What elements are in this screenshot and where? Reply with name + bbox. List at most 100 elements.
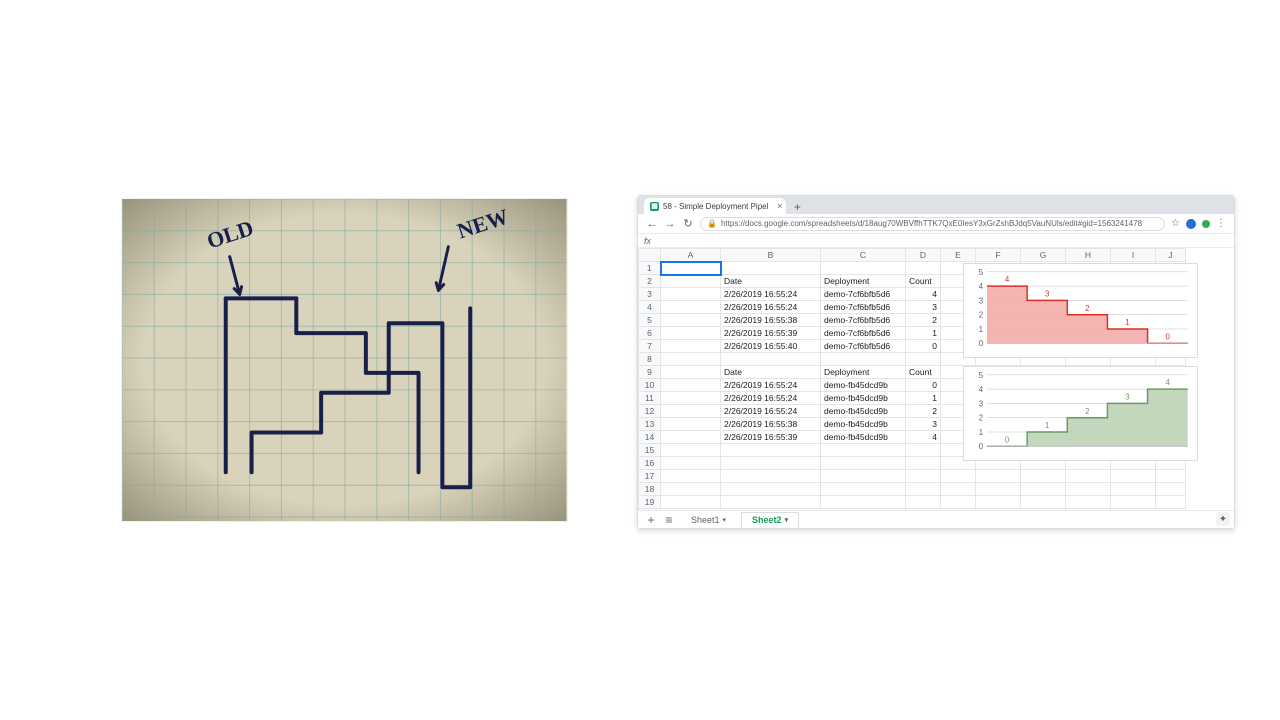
row-header[interactable]: 11 bbox=[639, 392, 661, 405]
cell[interactable] bbox=[1111, 496, 1156, 509]
cell[interactable]: 3 bbox=[906, 418, 941, 431]
cell[interactable] bbox=[661, 366, 721, 379]
cell[interactable] bbox=[821, 483, 906, 496]
cell[interactable] bbox=[1066, 496, 1111, 509]
profile-avatar-icon[interactable] bbox=[1202, 220, 1210, 228]
cell[interactable]: demo-7cf6bfb5d6 bbox=[821, 340, 906, 353]
cell[interactable] bbox=[721, 444, 821, 457]
row-header[interactable]: 8 bbox=[639, 353, 661, 366]
cell[interactable]: 2/26/2019 16:55:39 bbox=[721, 431, 821, 444]
cell[interactable] bbox=[821, 457, 906, 470]
cell[interactable]: demo-fb45dcd9b bbox=[821, 418, 906, 431]
nav-reload-icon[interactable]: ↻ bbox=[682, 218, 694, 230]
cell[interactable] bbox=[976, 470, 1021, 483]
all-sheets-menu-icon[interactable]: ≡ bbox=[662, 513, 676, 527]
row-header[interactable]: 9 bbox=[639, 366, 661, 379]
row-header[interactable]: 17 bbox=[639, 470, 661, 483]
cell[interactable]: Date bbox=[721, 275, 821, 288]
cell[interactable]: 2/26/2019 16:55:24 bbox=[721, 379, 821, 392]
cell[interactable] bbox=[721, 353, 821, 366]
row-header[interactable]: 13 bbox=[639, 418, 661, 431]
sheet-tab-sheet2[interactable]: Sheet2 ▾ bbox=[741, 512, 799, 528]
col-header[interactable]: I bbox=[1111, 249, 1156, 262]
col-header[interactable]: A bbox=[661, 249, 721, 262]
cell[interactable] bbox=[1156, 483, 1186, 496]
cell[interactable] bbox=[661, 496, 721, 509]
cell[interactable] bbox=[1156, 470, 1186, 483]
cell[interactable] bbox=[661, 444, 721, 457]
cell[interactable]: Deployment bbox=[821, 366, 906, 379]
cell[interactable] bbox=[661, 314, 721, 327]
cell[interactable] bbox=[906, 353, 941, 366]
cell[interactable] bbox=[661, 483, 721, 496]
col-header[interactable]: H bbox=[1066, 249, 1111, 262]
cell[interactable]: 0 bbox=[906, 379, 941, 392]
chart-new-deployment[interactable]: 01234501234 bbox=[963, 366, 1198, 461]
row-header[interactable]: 3 bbox=[639, 288, 661, 301]
cell[interactable] bbox=[1066, 470, 1111, 483]
cell[interactable]: Count bbox=[906, 366, 941, 379]
cell[interactable]: 2/26/2019 16:55:24 bbox=[721, 301, 821, 314]
cell[interactable] bbox=[941, 483, 976, 496]
cell[interactable]: 2/26/2019 16:55:40 bbox=[721, 340, 821, 353]
cell[interactable] bbox=[661, 327, 721, 340]
cell[interactable] bbox=[821, 444, 906, 457]
cell[interactable]: Deployment bbox=[821, 275, 906, 288]
cell[interactable] bbox=[906, 496, 941, 509]
cell[interactable]: demo-7cf6bfb5d6 bbox=[821, 288, 906, 301]
cell[interactable] bbox=[661, 470, 721, 483]
cell[interactable]: 2/26/2019 16:55:24 bbox=[721, 392, 821, 405]
cell[interactable] bbox=[721, 457, 821, 470]
row-header[interactable]: 5 bbox=[639, 314, 661, 327]
cell[interactable] bbox=[661, 340, 721, 353]
nav-back-icon[interactable]: ← bbox=[646, 218, 658, 230]
row-header[interactable]: 12 bbox=[639, 405, 661, 418]
cell[interactable]: Date bbox=[721, 366, 821, 379]
cell[interactable] bbox=[906, 262, 941, 275]
spreadsheet-grid[interactable]: ABCDEFGHIJ12DateDeploymentCount32/26/201… bbox=[638, 248, 1234, 510]
cell[interactable] bbox=[661, 288, 721, 301]
explore-button[interactable]: ✦ bbox=[1216, 512, 1230, 526]
cell[interactable]: 2/26/2019 16:55:24 bbox=[721, 288, 821, 301]
cell[interactable]: demo-fb45dcd9b bbox=[821, 392, 906, 405]
overflow-menu-icon[interactable]: ⋮ bbox=[1216, 218, 1226, 229]
sheet-tab-dropdown-icon[interactable]: ▾ bbox=[723, 516, 727, 524]
cell[interactable] bbox=[941, 496, 976, 509]
cell[interactable] bbox=[721, 496, 821, 509]
cell[interactable]: demo-7cf6bfb5d6 bbox=[821, 314, 906, 327]
cell[interactable] bbox=[661, 457, 721, 470]
cell[interactable]: demo-7cf6bfb5d6 bbox=[821, 301, 906, 314]
row-header[interactable]: 16 bbox=[639, 457, 661, 470]
address-bar[interactable]: 🔒 https://docs.google.com/spreadsheets/d… bbox=[700, 217, 1165, 231]
cell[interactable] bbox=[1156, 496, 1186, 509]
chart-old-deployment[interactable]: 01234543210 bbox=[963, 263, 1198, 358]
sheet-tab-sheet1[interactable]: Sheet1 ▾ bbox=[680, 512, 737, 528]
cell[interactable]: 1 bbox=[906, 392, 941, 405]
cell[interactable] bbox=[661, 405, 721, 418]
cell[interactable]: 2/26/2019 16:55:38 bbox=[721, 314, 821, 327]
cell[interactable] bbox=[721, 483, 821, 496]
cell[interactable] bbox=[661, 392, 721, 405]
cell[interactable] bbox=[821, 353, 906, 366]
cell[interactable] bbox=[1111, 483, 1156, 496]
cell[interactable] bbox=[661, 353, 721, 366]
cell[interactable] bbox=[906, 483, 941, 496]
cell[interactable]: 0 bbox=[906, 340, 941, 353]
cell[interactable]: demo-fb45dcd9b bbox=[821, 379, 906, 392]
cell[interactable] bbox=[1021, 470, 1066, 483]
cell[interactable] bbox=[1066, 483, 1111, 496]
row-header[interactable]: 14 bbox=[639, 431, 661, 444]
cell[interactable] bbox=[1021, 483, 1066, 496]
col-header[interactable]: B bbox=[721, 249, 821, 262]
cell[interactable]: 4 bbox=[906, 431, 941, 444]
row-header[interactable]: 6 bbox=[639, 327, 661, 340]
cell[interactable] bbox=[906, 470, 941, 483]
cell[interactable]: demo-7cf6bfb5d6 bbox=[821, 327, 906, 340]
cell[interactable] bbox=[976, 483, 1021, 496]
col-header[interactable]: G bbox=[1021, 249, 1066, 262]
nav-forward-icon[interactable]: → bbox=[664, 218, 676, 230]
cell[interactable] bbox=[1021, 496, 1066, 509]
col-header[interactable]: F bbox=[976, 249, 1021, 262]
cell[interactable]: 4 bbox=[906, 288, 941, 301]
cell[interactable] bbox=[661, 301, 721, 314]
